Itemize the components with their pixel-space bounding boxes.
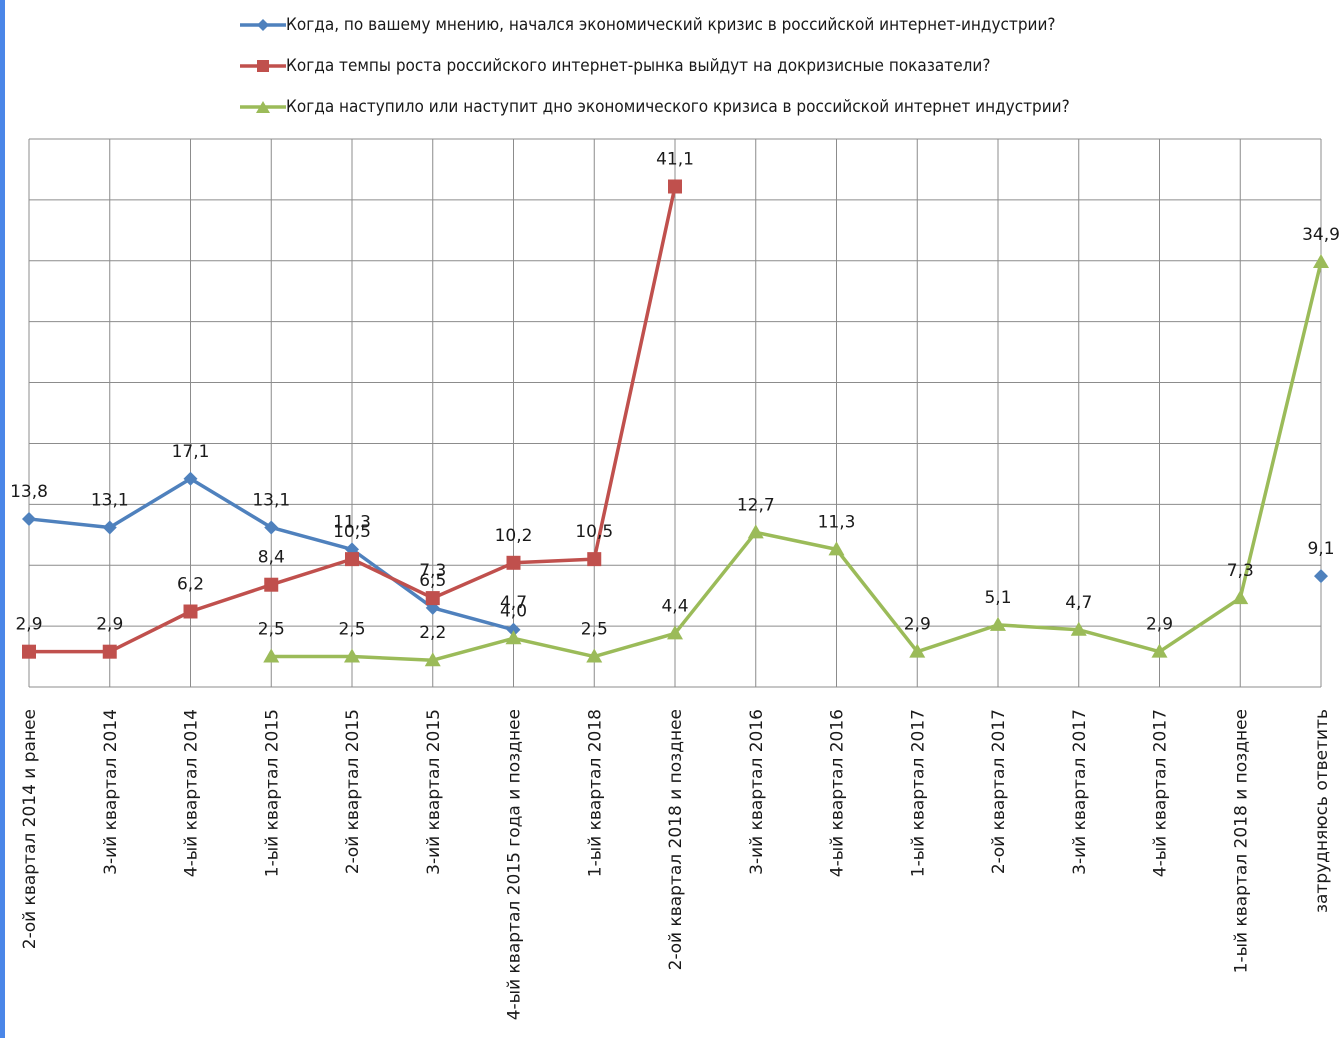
series-2-data-label: 6,2	[177, 574, 204, 594]
series-3-point	[505, 630, 522, 645]
series-1-data-label: 13,1	[91, 490, 129, 510]
series-1-data-label: 13,1	[252, 490, 290, 510]
series-2-data-label: 10,5	[333, 522, 371, 542]
legend-key-diamond-icon	[240, 18, 286, 31]
series-1-data-label: 13,8	[10, 482, 48, 502]
series-1-data-label: 11,3	[333, 512, 371, 532]
legend-item-series-3: Когда наступило или наступит дно экономи…	[240, 86, 1070, 127]
legend: Когда, по вашему мнению, начался экономи…	[240, 4, 1070, 127]
series-2-point	[506, 555, 521, 570]
series-3-point	[586, 648, 603, 663]
series-2-data-label: 41,1	[656, 149, 694, 169]
x-tick-label: 3-ий квартал 2014	[101, 709, 121, 875]
series-2-data-label: 2,9	[15, 615, 42, 635]
legend-label-series-3: Когда наступило или наступит дно экономи…	[286, 96, 1070, 117]
series-3-data-label: 5,1	[984, 588, 1011, 608]
series-3-point	[909, 643, 926, 658]
series-2-data-label: 2,9	[96, 615, 123, 635]
series-2-point	[668, 179, 682, 194]
series-2-data-label: 10,5	[575, 522, 613, 542]
x-tick-label: 4-ый квартал 2014	[182, 709, 202, 877]
series-1-point	[506, 622, 521, 637]
series-3-point	[1070, 621, 1087, 636]
x-tick-label: 3-ий квартал 2016	[747, 709, 767, 875]
series-1-data-label: 6,5	[419, 571, 446, 591]
series-1-data-label: 17,1	[172, 442, 210, 462]
series-2-point	[22, 644, 36, 659]
x-tick-label: 3-ий квартал 2015	[424, 709, 444, 875]
series-3-point	[990, 616, 1006, 631]
x-tick-label: 4-ый квартал 2015 года и позднее	[505, 709, 525, 1020]
series-1-data-label: 9,1	[1307, 539, 1334, 559]
series-2-point	[425, 591, 440, 606]
series-3-point	[828, 541, 845, 556]
series-3-data-label: 4,7	[1065, 593, 1092, 613]
legend-label-series-1: Когда, по вашему мнению, начался экономи…	[286, 14, 1056, 35]
series-1-point	[102, 520, 117, 535]
series-1-point	[1314, 569, 1328, 584]
legend-label-series-2: Когда темпы роста российского интернет-р…	[286, 55, 991, 76]
series-3-point	[263, 648, 280, 663]
series-3-point	[1151, 643, 1168, 658]
series-3-point	[1232, 590, 1249, 605]
x-tick-label: 2-ой квартал 2017	[989, 709, 1009, 874]
x-tick-label: 1-ый квартал 2017	[908, 709, 928, 877]
series-3-data-label: 2,9	[1146, 615, 1173, 635]
x-tick-label: 2-ой квартал 2015	[343, 709, 363, 874]
series-2-data-label: 8,4	[258, 548, 285, 568]
series-1-point	[22, 511, 36, 526]
series-3-data-label: 2,5	[581, 620, 608, 640]
series-3-line	[271, 261, 1323, 662]
series-2-point	[183, 604, 198, 619]
series-3-data-label: 34,9	[1302, 225, 1340, 245]
series-3-data-label: 4,4	[661, 596, 688, 616]
x-tick-label: 2-ой квартал 2018 и позднее	[666, 709, 686, 970]
series-2-point	[264, 577, 279, 592]
legend-item-series-2: Когда темпы роста российского интернет-р…	[240, 45, 1070, 86]
series-3-data-label: 2,2	[419, 623, 446, 643]
series-2-point	[102, 644, 117, 659]
x-tick-label: 4-ый квартал 2017	[1151, 709, 1171, 877]
x-tick-label: 3-ий квартал 2017	[1070, 709, 1090, 875]
series-3-data-label: 11,3	[818, 512, 856, 532]
x-tick-label: затрудняюсь ответить	[1312, 709, 1332, 913]
series-1-point	[183, 471, 198, 486]
series-3-data-label: 2,9	[904, 615, 931, 635]
x-tick-label: 1-ый квартал 2018 и позднее	[1231, 709, 1251, 973]
series-3-data-label: 12,7	[737, 495, 775, 515]
left-edge-bar	[0, 0, 5, 1038]
series-2-point	[345, 552, 359, 567]
series-3-point	[1313, 253, 1329, 268]
series-2-data-label: 7,3	[419, 561, 446, 581]
x-tick-label: 2-ой квартал 2014 и ранее	[20, 709, 40, 949]
series-3-point	[424, 652, 441, 667]
series-2-point	[587, 552, 602, 567]
series-3-data-label: 7,3	[1227, 561, 1254, 581]
series-3-data-label: 2,5	[258, 620, 285, 640]
series-3-point	[747, 524, 764, 539]
legend-key-square-icon	[240, 59, 286, 72]
x-tick-label: 1-ый квартал 2015	[262, 709, 282, 877]
legend-key-triangle-icon	[240, 100, 286, 113]
series-1-data-label: 4,7	[500, 593, 527, 613]
series-2-data-label: 10,2	[495, 526, 533, 546]
legend-item-series-1: Когда, по вашему мнению, начался экономи…	[240, 4, 1070, 45]
series-1-point	[264, 520, 279, 535]
series-3-point	[344, 648, 360, 663]
series-3-data-label: 4,0	[500, 601, 527, 621]
series-3-point	[667, 625, 683, 640]
series-3-data-label: 2,5	[338, 620, 365, 640]
x-tick-label: 4-ый квартал 2016	[828, 709, 848, 877]
x-tick-label: 1-ый квартал 2018	[585, 709, 605, 877]
